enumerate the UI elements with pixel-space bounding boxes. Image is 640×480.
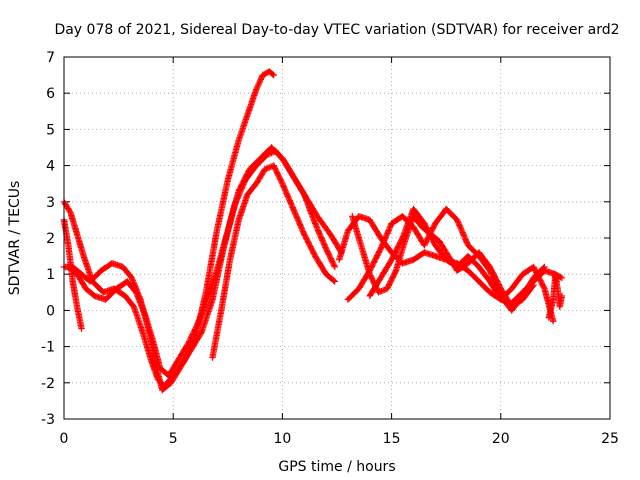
y-tick-label: 3 <box>46 195 55 211</box>
series-arc-d <box>65 144 339 379</box>
y-tick-label: 4 <box>46 159 55 175</box>
x-tick-label: 0 <box>60 431 69 447</box>
x-tick-label: 5 <box>169 431 178 447</box>
x-axis-label: GPS time / hours <box>278 459 395 475</box>
x-tick-labels: 0 5 10 15 20 25 <box>60 431 619 447</box>
y-tick-labels: -3 -2 -1 0 1 2 3 4 5 6 7 <box>41 50 55 428</box>
series-arc-j <box>545 271 566 321</box>
series-markers <box>545 271 566 321</box>
y-tick-label: 0 <box>46 303 55 319</box>
x-tick-label: 10 <box>273 431 291 447</box>
series-arc-c <box>60 147 345 394</box>
plot-frame <box>63 56 611 420</box>
y-tick-label: 1 <box>46 267 55 283</box>
y-tick-label: -3 <box>41 412 55 428</box>
grid <box>64 57 610 419</box>
series-markers <box>366 205 557 325</box>
series-markers <box>60 147 345 394</box>
y-tick-label: -1 <box>41 340 55 356</box>
y-tick-label: 7 <box>46 50 55 66</box>
y-axis-label: SDTVAR / TECUs <box>7 181 23 296</box>
y-tick-label: 5 <box>46 122 55 138</box>
x-tick-label: 20 <box>492 431 510 447</box>
y-tick-label: 6 <box>46 86 55 102</box>
y-tick-label: 2 <box>46 231 55 247</box>
series-arc-i <box>366 205 557 325</box>
x-tick-label: 25 <box>601 431 619 447</box>
series-arc-e <box>209 162 339 361</box>
series-markers <box>209 162 339 361</box>
y-tick-label: -2 <box>41 376 55 392</box>
series-markers <box>60 68 277 390</box>
chart-title: Day 078 of 2021, Sidereal Day-to-day VTE… <box>54 22 619 38</box>
data-points <box>60 68 566 394</box>
series-arc-a <box>60 68 277 390</box>
series-markers <box>65 144 339 379</box>
x-tick-label: 15 <box>383 431 401 447</box>
